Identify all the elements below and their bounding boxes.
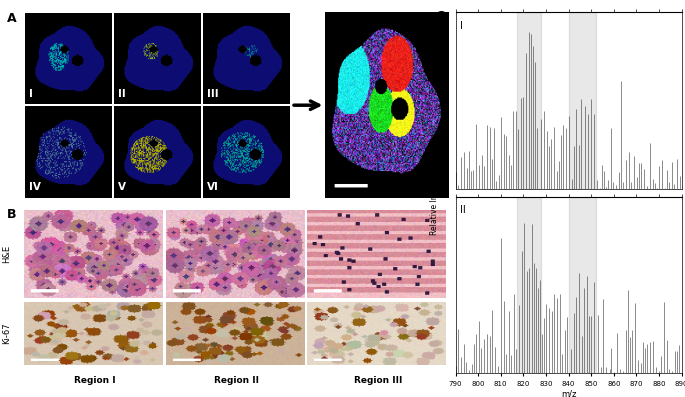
- Text: I: I: [29, 89, 33, 99]
- Text: III: III: [207, 89, 219, 99]
- Text: Region III: Region III: [353, 376, 402, 385]
- Text: VI: VI: [207, 182, 219, 192]
- Text: Region II: Region II: [214, 376, 259, 385]
- Text: Relative Intensity (au): Relative Intensity (au): [430, 150, 440, 235]
- Text: IV: IV: [29, 182, 40, 192]
- Text: I: I: [460, 21, 463, 31]
- Text: m/z: m/z: [561, 389, 576, 397]
- Text: V: V: [118, 182, 126, 192]
- Bar: [516, 197, 541, 373]
- Text: A: A: [7, 12, 16, 25]
- Text: II: II: [118, 89, 125, 99]
- Text: II: II: [460, 205, 466, 215]
- Text: H&E: H&E: [2, 245, 12, 263]
- Bar: [569, 12, 596, 189]
- Text: Ki-67: Ki-67: [2, 323, 12, 344]
- Bar: [569, 197, 596, 373]
- Bar: [516, 12, 541, 189]
- Text: B: B: [7, 208, 16, 222]
- Text: Region I: Region I: [74, 376, 116, 385]
- Text: C: C: [435, 10, 444, 23]
